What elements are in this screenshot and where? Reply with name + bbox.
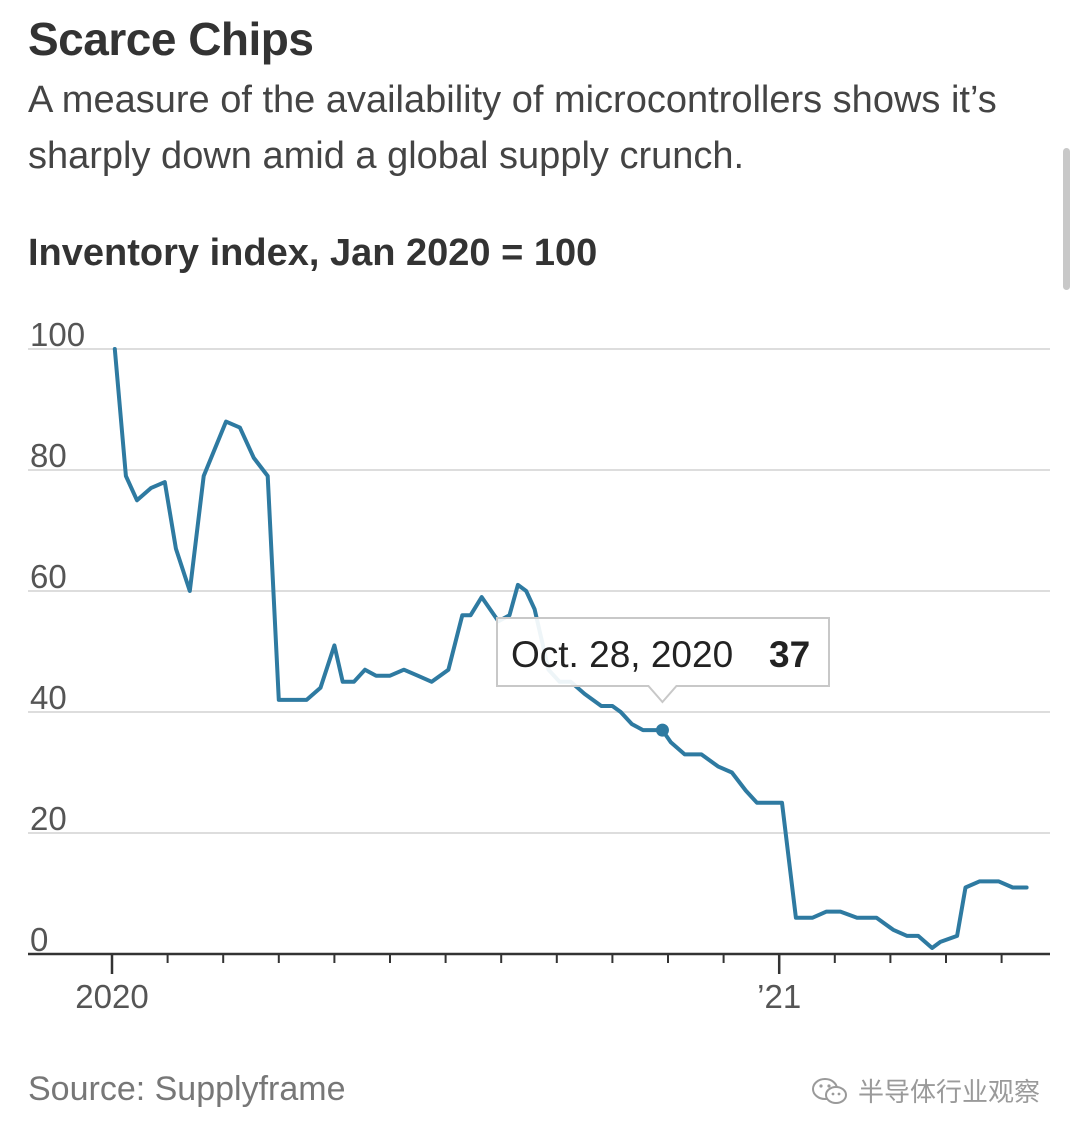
y-tick-label-80: 80 (30, 437, 67, 474)
chart-title: Scarce Chips (28, 13, 314, 65)
wechat-icon (812, 1077, 847, 1104)
chart-subtitle: A measure of the availability of microco… (28, 79, 997, 177)
y-tick-label-20: 20 (30, 800, 67, 837)
line-chart: 0 20 40 60 80 100 2020 ’21 Oct. 28, 2020 37 (28, 316, 1050, 1015)
scrollbar[interactable] (1063, 148, 1070, 290)
y-tick-label-100: 100 (30, 316, 85, 353)
tooltip-value: 37 (769, 634, 810, 675)
tooltip-date: Oct. 28, 2020 (511, 634, 733, 675)
watermark-text: 半导体行业观察 (858, 1077, 1041, 1107)
tooltip: Oct. 28, 2020 37 (496, 617, 830, 704)
y-tick-label-40: 40 (30, 679, 67, 716)
tooltip-box (496, 617, 830, 704)
y-tick-label-0: 0 (30, 921, 48, 958)
x-tick-label: ’21 (757, 978, 801, 1015)
axis-title: Inventory index, Jan 2020 = 100 (28, 232, 598, 274)
source-note: Source: Supplyframe (28, 1070, 346, 1108)
y-tick-label-60: 60 (30, 558, 67, 595)
x-tick-label: 2020 (75, 978, 148, 1015)
watermark: 半导体行业观察 (810, 1072, 1040, 1109)
highlight-point (655, 723, 669, 737)
